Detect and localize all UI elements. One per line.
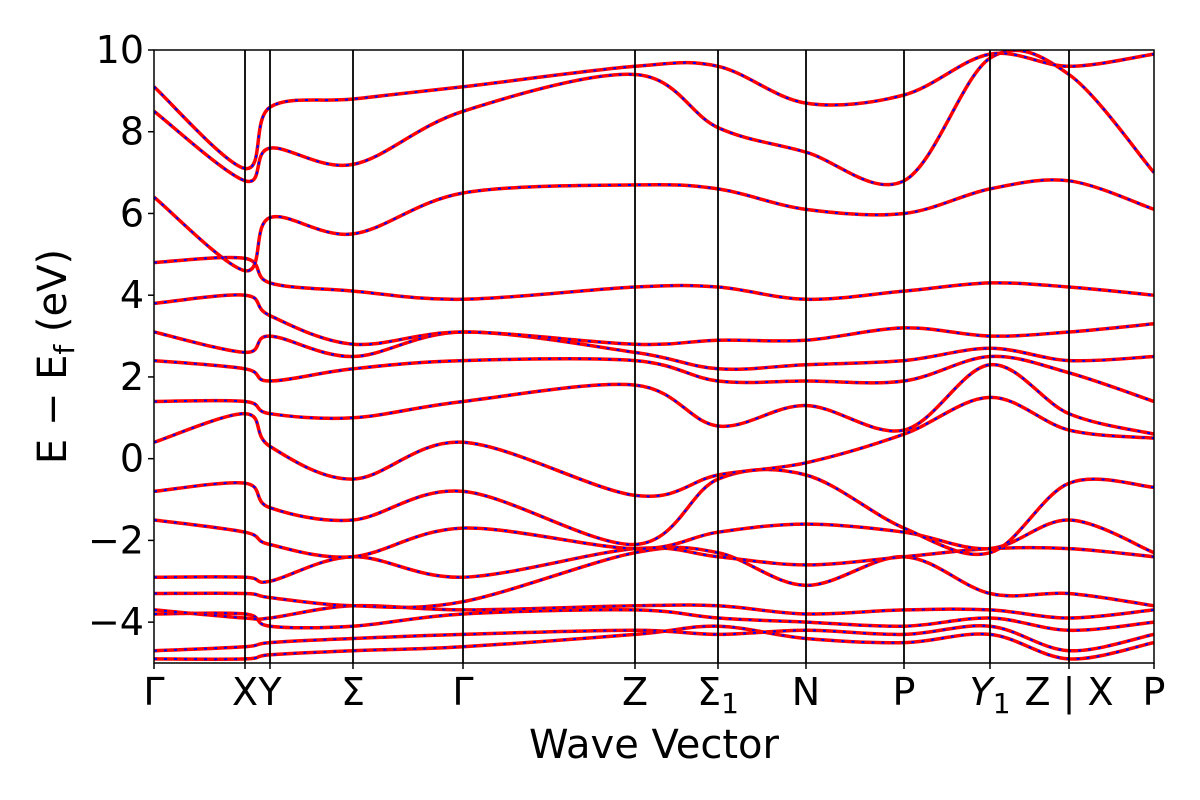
y-tick-label-1: −2 xyxy=(88,518,144,562)
band-line-16 xyxy=(154,51,1154,171)
band-line-dashed-7 xyxy=(154,468,1154,556)
x-tick-label-6: Σ1 xyxy=(697,670,739,720)
band-line-12 xyxy=(154,293,1154,347)
x-tick-label-8: P xyxy=(893,670,916,714)
band-line-15 xyxy=(154,50,1154,187)
x-tick-label-11: P xyxy=(1143,670,1166,714)
band-line-7 xyxy=(154,467,1154,557)
x-tick-label-4: Γ xyxy=(452,670,473,714)
band-line-14 xyxy=(154,178,1154,273)
y-axis-label-main: E − E xyxy=(30,355,76,465)
band-line-dashed-8 xyxy=(154,396,1154,498)
y-axis-ticks: −4 −2 0 2 4 6 8 10 xyxy=(88,28,154,644)
band-lines xyxy=(154,50,1154,661)
band-line-dashed-13 xyxy=(154,256,1154,301)
band-line-dashed-11 xyxy=(154,330,1154,371)
band-line-dashed-1 xyxy=(154,624,1154,652)
y-axis-label-unit: (eV) xyxy=(30,249,76,345)
band-line-dashed-16 xyxy=(154,52,1154,170)
plot-frame xyxy=(153,49,1155,664)
band-line-13 xyxy=(154,255,1154,302)
y-tick-label-0: −4 xyxy=(88,600,144,644)
y-tick-label-6: 8 xyxy=(120,110,144,154)
band-line-dashed-9 xyxy=(154,363,1154,436)
x-tick-label-0: Γ xyxy=(143,670,164,714)
band-line-dashed-15 xyxy=(154,50,1154,186)
y-axis-label: E − Ef (eV) xyxy=(30,249,81,464)
high-symmetry-lines xyxy=(244,50,1070,663)
y-tick-label-2: 0 xyxy=(120,437,144,481)
band-line-10 xyxy=(154,354,1154,404)
x-axis-ticks: Γ X Y Σ Γ Z Σ1 N P Y1 Z | X P xyxy=(143,663,1165,720)
x-tick-label-10: Z | X xyxy=(1024,670,1113,715)
x-tick-label-3: Σ xyxy=(341,670,365,714)
x-axis-label: Wave Vector xyxy=(529,722,780,768)
band-line-dashed-5 xyxy=(154,546,1154,584)
x-tick-label-5: Z xyxy=(622,670,648,714)
x-tick-label-1: X xyxy=(232,670,258,714)
y-axis-label-sub: f xyxy=(48,344,81,355)
y-tick-label-4: 4 xyxy=(120,273,144,317)
x-tick-label-7: N xyxy=(792,670,820,714)
y-tick-label-7: 10 xyxy=(96,28,144,72)
band-line-dashed-4 xyxy=(154,546,1154,609)
y-tick-label-5: 6 xyxy=(120,191,144,235)
band-line-8 xyxy=(154,395,1154,499)
band-line-4 xyxy=(154,545,1154,610)
y-tick-label-3: 2 xyxy=(120,355,144,399)
x-tick-label-2: Y xyxy=(257,670,282,714)
x-tick-label-9: Y1 xyxy=(969,670,1010,720)
